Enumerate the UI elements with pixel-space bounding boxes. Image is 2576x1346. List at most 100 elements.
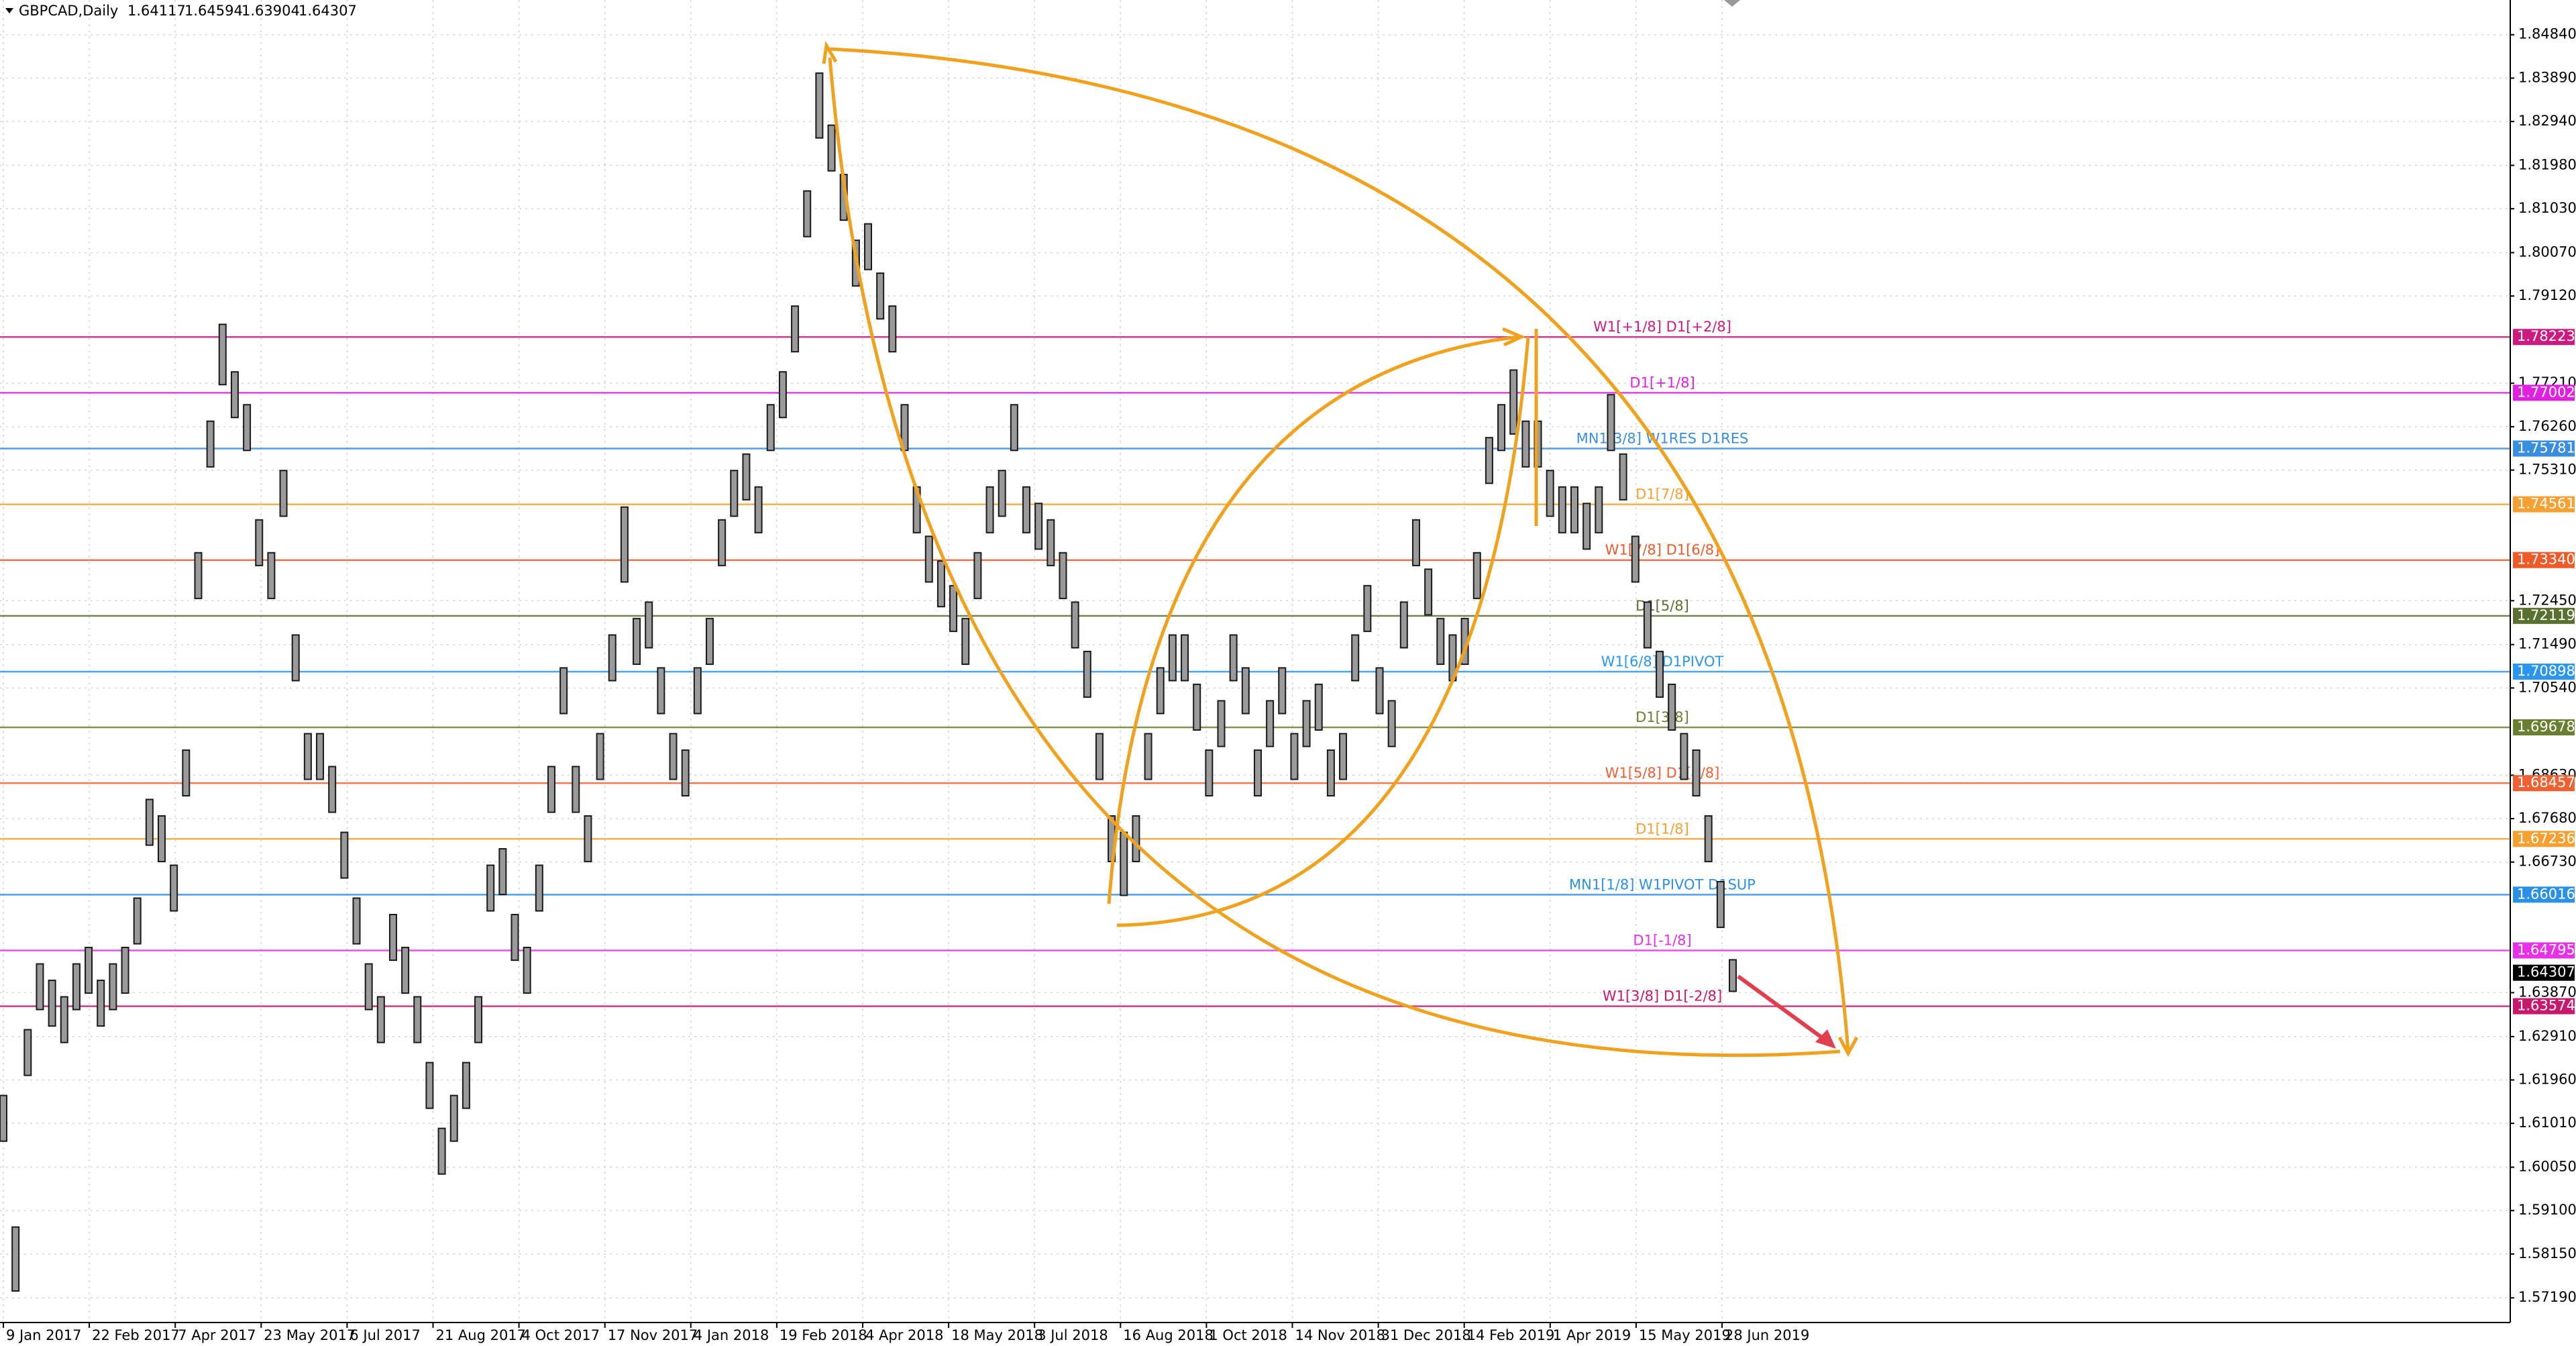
candle xyxy=(730,470,739,517)
candle xyxy=(1643,601,1652,649)
candle xyxy=(1022,486,1031,533)
candle xyxy=(1205,749,1214,797)
candle xyxy=(1631,535,1640,583)
y-tick-label: 1.81980 xyxy=(2518,156,2576,172)
candle xyxy=(1144,733,1152,780)
candle xyxy=(291,634,300,682)
candle xyxy=(1046,519,1055,566)
y-tick-label: 1.80070 xyxy=(2518,244,2576,260)
shift-marker xyxy=(1724,0,1740,7)
ohlc-open: 1.64117 xyxy=(127,3,186,19)
candle xyxy=(1411,519,1420,566)
candle xyxy=(827,124,836,172)
level-price-label: 1.74561 xyxy=(2517,496,2575,512)
candle xyxy=(1181,634,1189,682)
candle xyxy=(1668,683,1676,731)
candle xyxy=(547,766,555,813)
menu-triangle[interactable] xyxy=(5,8,13,13)
candle xyxy=(1607,394,1615,452)
candle xyxy=(1570,486,1578,533)
level-price-box xyxy=(2513,886,2575,903)
candle xyxy=(973,552,982,599)
arrowhead xyxy=(822,40,838,64)
level-label: W1[7/8] D1[6/8] xyxy=(1605,542,1720,558)
candle xyxy=(742,453,751,501)
candle xyxy=(584,815,592,863)
candle xyxy=(1656,650,1664,698)
level-label: D1[7/8] xyxy=(1635,486,1689,503)
candle xyxy=(1241,667,1250,715)
level-price-box xyxy=(2513,775,2575,792)
candle xyxy=(340,831,349,879)
candle xyxy=(97,980,105,1027)
candle xyxy=(1497,404,1506,452)
level-label: W1[3/8] D1[-2/8] xyxy=(1603,988,1722,1004)
level-label: D1[+1/8] xyxy=(1629,374,1695,391)
candle xyxy=(523,947,531,994)
candle xyxy=(1582,503,1591,550)
x-tick-label: 1 Apr 2019 xyxy=(1553,1327,1631,1343)
y-tick-label: 1.60050 xyxy=(2518,1159,2576,1175)
candle xyxy=(620,506,629,583)
candle xyxy=(60,996,68,1043)
arrowhead xyxy=(1837,1036,1859,1057)
candle xyxy=(1595,486,1603,533)
y-tick-label: 1.63870 xyxy=(2518,984,2576,1000)
x-tick-label: 1 Oct 2018 xyxy=(1209,1327,1287,1343)
y-tick-label: 1.70540 xyxy=(2518,679,2576,695)
candle xyxy=(1472,552,1481,599)
candle xyxy=(1120,831,1128,896)
level-price-label: 1.69678 xyxy=(2517,719,2575,735)
level-price-box xyxy=(2513,831,2575,847)
candle xyxy=(633,617,641,665)
current-price-label: 1.64307 xyxy=(2517,964,2575,980)
candle xyxy=(85,947,93,994)
candle xyxy=(766,404,775,452)
candle xyxy=(596,733,604,780)
candle xyxy=(425,1062,434,1109)
candle xyxy=(388,914,397,962)
ohlc-high: 1.64594 xyxy=(184,3,243,19)
candle xyxy=(1193,683,1201,731)
candle xyxy=(1436,617,1445,665)
arc-lower xyxy=(828,57,1841,1057)
candle xyxy=(803,190,812,238)
candle xyxy=(985,486,994,533)
candle xyxy=(182,749,191,797)
candle xyxy=(1253,749,1262,797)
drawings xyxy=(822,0,1859,1057)
x-tick-label: 19 Feb 2018 xyxy=(780,1327,867,1343)
x-tick-label: 6 Jul 2017 xyxy=(350,1327,421,1343)
arrowhead xyxy=(1502,327,1526,347)
y-tick-label: 1.72450 xyxy=(2518,592,2576,608)
candle xyxy=(1729,959,1737,992)
x-tick-label: 3 Jul 2018 xyxy=(1037,1327,1108,1343)
candle xyxy=(158,815,166,863)
candle xyxy=(1083,650,1091,698)
candle xyxy=(864,223,872,270)
y-tick-label: 1.79120 xyxy=(2518,287,2576,303)
level-price-box xyxy=(2513,663,2575,680)
level-price-label: 1.72119 xyxy=(2517,607,2575,623)
level-label: W1[5/8] D1[2/8] xyxy=(1605,765,1720,781)
x-tick-label: 4 Jan 2018 xyxy=(694,1327,769,1343)
candle xyxy=(705,617,714,665)
current-price-box xyxy=(2513,964,2575,981)
candle xyxy=(267,552,276,599)
candle xyxy=(230,371,239,419)
level-price-box xyxy=(2513,384,2575,401)
candle xyxy=(1399,601,1408,649)
candle xyxy=(1339,733,1348,780)
candle xyxy=(1546,470,1554,517)
candle xyxy=(791,305,800,353)
candle xyxy=(681,749,690,797)
candle xyxy=(888,305,897,353)
level-price-label: 1.64795 xyxy=(2517,941,2575,957)
candle xyxy=(1716,881,1725,929)
x-tick-label: 15 May 2019 xyxy=(1639,1327,1731,1343)
candle xyxy=(121,947,129,994)
level-price-label: 1.77002 xyxy=(2517,384,2575,400)
candle xyxy=(876,272,885,320)
candle xyxy=(401,947,410,994)
